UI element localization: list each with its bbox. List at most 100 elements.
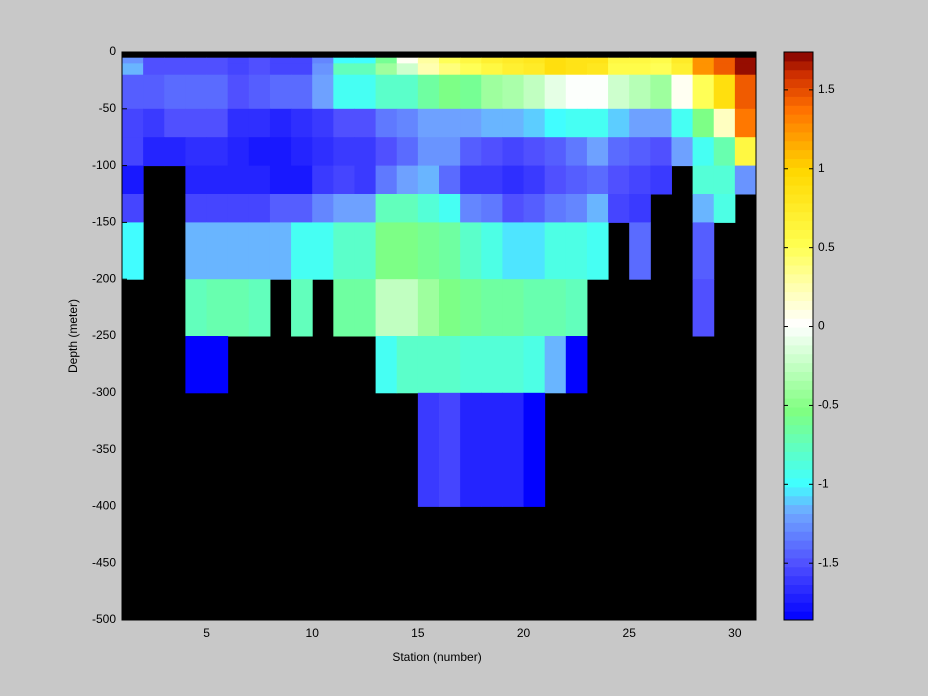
heatmap-cell: [439, 336, 461, 394]
heatmap-cell: [460, 165, 482, 195]
heatmap-cell: [227, 194, 250, 223]
heatmap-cell: [650, 108, 672, 138]
heatmap-cell: [544, 165, 567, 195]
heatmap-cell: [502, 279, 525, 337]
heatmap-cell: [417, 279, 440, 337]
heatmap-cell: [608, 165, 630, 195]
heatmap-cell: [375, 108, 398, 138]
heatmap-cell: [734, 165, 757, 195]
heatmap-cell: [417, 74, 440, 110]
heatmap-cell: [713, 57, 736, 64]
heatmap-cell: [734, 137, 757, 167]
heatmap-cell: [248, 63, 271, 76]
heatmap-cell: [629, 108, 651, 138]
colorbar-band: [784, 593, 813, 603]
colorbar-band: [784, 202, 813, 213]
colorbar-band: [784, 522, 813, 532]
heatmap-cell: [206, 137, 229, 167]
heatmap-cell: [460, 137, 482, 167]
heatmap-cell: [439, 279, 461, 337]
heatmap-cell: [586, 108, 609, 138]
heatmap-cell: [481, 137, 503, 167]
colorbar-tick-label: -1: [818, 476, 829, 490]
heatmap-cell: [460, 392, 482, 507]
heatmap-cell: [417, 222, 440, 280]
heatmap-cell: [312, 194, 334, 223]
heatmap-cell: [439, 57, 461, 64]
heatmap-cell: [248, 108, 271, 138]
colorbar-band: [784, 389, 813, 399]
heatmap-cell: [248, 222, 271, 280]
colorbar-band: [784, 353, 813, 364]
heatmap-cell: [481, 165, 503, 195]
colorbar-band: [784, 540, 813, 550]
heatmap-cell: [206, 336, 229, 394]
heatmap-cell: [544, 63, 567, 76]
colorbar-band: [784, 52, 813, 62]
y-tick-label: 0: [109, 44, 116, 58]
heatmap-cell: [650, 57, 672, 64]
colorbar-band: [784, 78, 813, 88]
heatmap-cell: [629, 137, 651, 167]
heatmap-cell: [375, 57, 398, 64]
heatmap-cell: [312, 63, 334, 76]
heatmap-cell: [206, 194, 229, 223]
heatmap-cell: [396, 165, 419, 195]
heatmap-cell: [523, 194, 546, 223]
colorbar-tick-label: -1.5: [818, 555, 839, 569]
heatmap-cell: [269, 108, 292, 138]
heatmap-cell: [291, 194, 313, 223]
heatmap-cell: [692, 137, 715, 167]
heatmap-cell: [396, 222, 419, 280]
heatmap-cell: [248, 279, 271, 337]
heatmap-cell: [502, 165, 525, 195]
heatmap-cell: [417, 57, 440, 64]
heatmap-cell: [312, 137, 334, 167]
heatmap-cell: [375, 137, 398, 167]
x-tick-label: 30: [728, 626, 742, 640]
y-tick-label: -100: [92, 158, 116, 172]
heatmap-cell: [185, 222, 208, 280]
heatmap-cell: [269, 137, 292, 167]
heatmap-cell: [460, 57, 482, 64]
heatmap-cell: [375, 63, 398, 76]
heatmap-cell: [185, 137, 208, 167]
colorbar-band: [784, 194, 813, 204]
heatmap-cell: [586, 137, 609, 167]
heatmap-cell: [692, 108, 715, 138]
heatmap-cell: [333, 222, 355, 280]
heatmap-cell: [185, 63, 208, 76]
heatmap-cell: [375, 336, 398, 394]
heatmap-cell: [396, 336, 419, 394]
heatmap-cell: [502, 336, 525, 394]
heatmap-cell: [417, 336, 440, 394]
colorbar-tick-label: 1.5: [818, 82, 835, 96]
heatmap-cell: [248, 165, 271, 195]
heatmap-cell: [650, 74, 672, 110]
colorbar-band: [784, 60, 813, 71]
colorbar-band: [784, 140, 813, 151]
colorbar-band: [784, 362, 813, 372]
heatmap-cell: [333, 57, 355, 64]
heatmap-cell: [227, 74, 250, 110]
colorbar-band: [784, 611, 813, 621]
heatmap-cell: [417, 137, 440, 167]
heatmap-cell: [565, 222, 588, 280]
heatmap-cell: [269, 74, 292, 110]
colorbar-tick-label: -0.5: [818, 398, 839, 412]
heatmap-cell: [375, 194, 398, 223]
heatmap-cell: [544, 279, 567, 337]
heatmap-cell: [122, 194, 144, 223]
heatmap-cell: [713, 63, 736, 76]
heatmap-cell: [523, 392, 546, 507]
colorbar-band: [784, 336, 813, 346]
heatmap-cell: [460, 336, 482, 394]
heatmap-cell: [269, 222, 292, 280]
y-tick-label: -250: [92, 328, 116, 342]
heatmap-cell: [481, 279, 503, 337]
heatmap-cell: [671, 57, 694, 64]
x-tick-label: 5: [203, 626, 210, 640]
heatmap-cell: [460, 222, 482, 280]
heatmap-cell: [692, 63, 715, 76]
heatmap-cell: [291, 63, 313, 76]
